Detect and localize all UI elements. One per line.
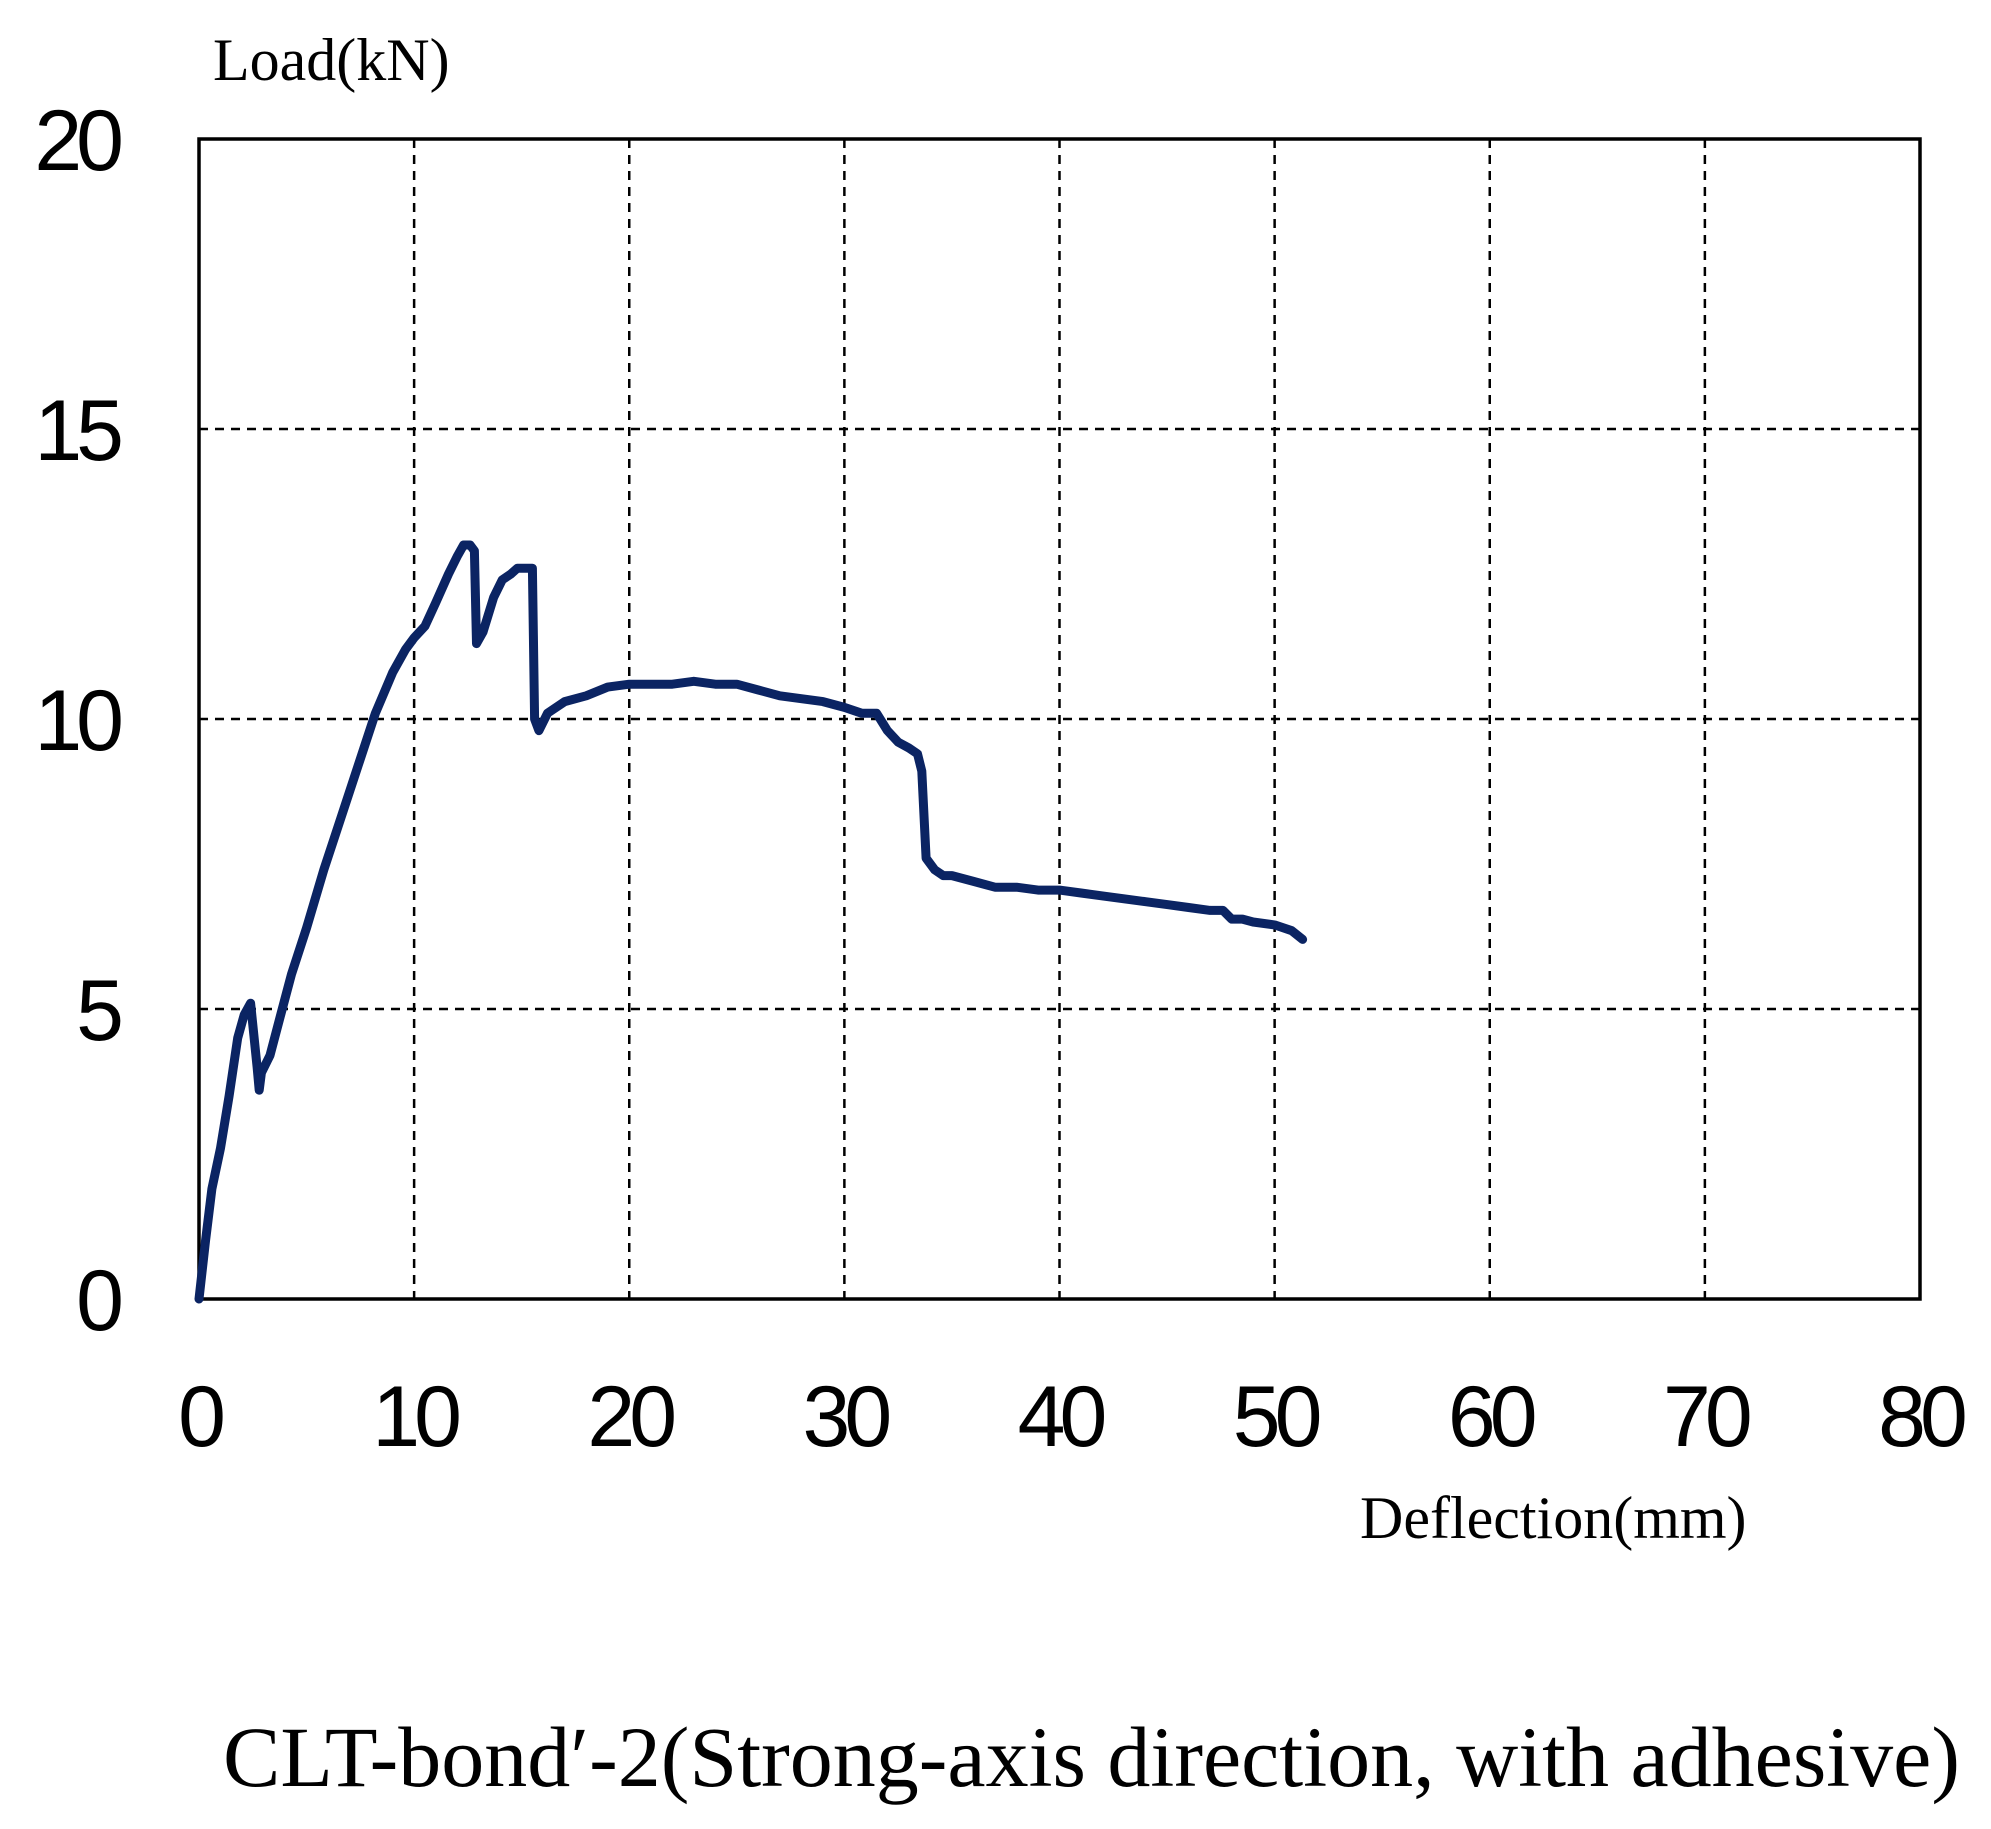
y-tick-labels: 0 5 10 15 20 [34, 93, 127, 1349]
x-tick-label: 50 [1233, 1369, 1320, 1465]
chart-caption: CLT-bond′-2(Strong-axis direction, with … [223, 1709, 1960, 1805]
x-tick-label: 70 [1663, 1369, 1750, 1465]
x-tick-label: 30 [803, 1369, 890, 1465]
grid-lines [199, 139, 1920, 1299]
x-tick-label: 40 [1018, 1369, 1105, 1465]
plot-frame [197, 137, 1922, 1301]
y-tick-label: 0 [76, 1253, 121, 1349]
x-axis-label: Deflection(mm) [1360, 1485, 1747, 1551]
x-tick-label: 0 [178, 1369, 223, 1465]
series-group [194, 540, 1308, 1304]
x-tick-label: 20 [587, 1369, 674, 1465]
y-tick-label: 10 [34, 673, 121, 769]
x-tick-label: 60 [1448, 1369, 1535, 1465]
series-line [194, 540, 1308, 1304]
x-tick-label: 10 [372, 1369, 459, 1465]
y-tick-label: 20 [34, 93, 121, 189]
x-tick-labels: 0 10 20 30 40 50 60 70 80 [178, 1369, 1971, 1465]
y-tick-label: 5 [76, 963, 121, 1059]
x-tick-label: 80 [1878, 1369, 1965, 1465]
y-tick-label: 15 [34, 383, 121, 479]
y-axis-label: Load(kN) [213, 27, 450, 93]
